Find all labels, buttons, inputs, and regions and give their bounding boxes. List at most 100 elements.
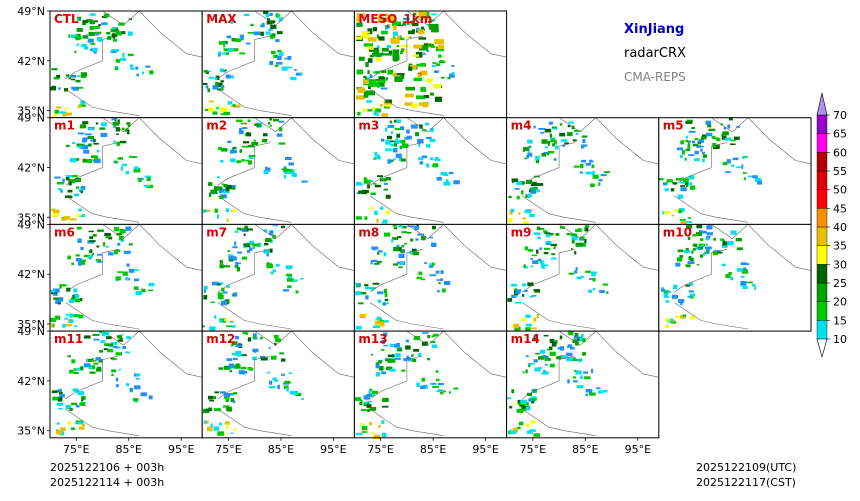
colorbar-box xyxy=(816,189,828,209)
echo-cell xyxy=(117,157,124,160)
map-panel: m12 xyxy=(201,330,355,439)
echo-cell xyxy=(119,236,124,241)
ytick-label: 35°N xyxy=(17,425,45,438)
echo-cell xyxy=(372,282,380,285)
echo-cell xyxy=(449,73,455,78)
echo-cell xyxy=(510,430,517,434)
echo-cell xyxy=(276,133,283,137)
echo-cell xyxy=(585,389,593,393)
echo-cell xyxy=(96,37,103,42)
echo-cell xyxy=(95,122,99,125)
echo-cell xyxy=(251,142,259,146)
echo-cell xyxy=(398,253,405,258)
echo-cell xyxy=(696,263,700,266)
echo-cell xyxy=(209,326,216,331)
echo-cell xyxy=(426,50,429,52)
echo-cell xyxy=(146,177,151,182)
echo-cell xyxy=(238,130,244,135)
echo-cell xyxy=(69,299,75,303)
echo-cell xyxy=(111,118,117,121)
colorbar-box xyxy=(816,320,828,340)
echo-cell xyxy=(398,266,403,269)
echo-cell xyxy=(516,408,524,413)
echo-cell xyxy=(122,346,126,349)
echo-cell xyxy=(381,371,387,375)
echo-cell xyxy=(356,291,361,295)
echo-cell xyxy=(555,233,560,236)
echo-cell xyxy=(241,145,249,148)
echo-cell xyxy=(266,167,271,172)
echo-cell xyxy=(374,210,378,216)
echo-cell xyxy=(272,269,276,272)
echo-cell xyxy=(419,124,423,129)
echo-cell xyxy=(361,409,368,411)
echo-cell xyxy=(733,136,740,140)
echo-cell xyxy=(383,232,391,237)
echo-cell xyxy=(69,313,73,318)
border-line xyxy=(102,10,203,58)
echo-cell xyxy=(394,140,400,144)
echo-cell xyxy=(696,224,703,229)
echo-cell xyxy=(688,154,695,156)
echo-cell xyxy=(79,104,86,107)
echo-cell xyxy=(442,288,446,293)
echo-cell xyxy=(236,352,242,357)
echo-cell xyxy=(453,387,459,390)
echo-cell xyxy=(275,62,283,65)
echo-cell xyxy=(69,319,74,324)
echo-cell xyxy=(384,358,392,361)
echo-cell xyxy=(289,391,294,394)
echo-cell xyxy=(278,142,286,145)
echo-cell xyxy=(231,147,235,151)
echo-cell xyxy=(380,103,383,107)
echo-cell xyxy=(106,343,114,346)
echo-cell xyxy=(405,86,416,91)
echo-cell xyxy=(585,171,592,175)
echo-cell xyxy=(295,392,302,397)
map-panel: m14 xyxy=(506,330,660,439)
panel-label: m4 xyxy=(511,119,532,133)
echo-cell xyxy=(736,247,743,251)
echo-cell xyxy=(511,178,519,182)
echo-cell xyxy=(377,317,382,321)
echo-cell xyxy=(219,195,224,199)
echo-cell xyxy=(116,133,119,136)
echo-cell xyxy=(506,397,512,400)
echo-cell xyxy=(71,78,76,81)
echo-cell xyxy=(577,228,582,232)
echo-cell xyxy=(661,288,666,292)
echo-cell xyxy=(357,87,366,93)
echo-cell xyxy=(72,74,75,77)
echo-cell xyxy=(748,175,755,178)
echo-cell xyxy=(87,256,92,259)
echo-cell xyxy=(77,105,82,108)
echo-cell xyxy=(111,342,118,345)
echo-cell xyxy=(78,188,84,192)
echo-cell xyxy=(403,242,408,245)
echo-cell xyxy=(529,214,535,218)
echo-cell xyxy=(436,279,442,281)
echo-cell xyxy=(126,122,131,125)
echo-cell xyxy=(230,150,237,154)
echo-cell xyxy=(685,264,691,267)
echo-cell xyxy=(543,152,550,155)
echo-cell xyxy=(679,208,685,212)
border-line xyxy=(369,409,444,436)
echo-cell xyxy=(108,237,113,240)
echo-cell xyxy=(686,140,691,143)
echo-cell xyxy=(105,236,113,239)
xtick-label: 95°E xyxy=(472,443,498,456)
border-line xyxy=(102,223,203,271)
echo-cell xyxy=(116,384,119,388)
echo-cell xyxy=(78,314,84,319)
echo-cell xyxy=(218,295,224,300)
echo-cell xyxy=(246,228,253,231)
echo-cell xyxy=(93,138,96,143)
echo-cell xyxy=(271,21,274,25)
panel-background xyxy=(354,224,507,332)
echo-cell xyxy=(115,276,121,281)
echo-cell xyxy=(692,243,698,247)
echo-cell xyxy=(381,420,385,424)
echo-cell xyxy=(445,179,449,184)
echo-cell xyxy=(589,278,593,280)
